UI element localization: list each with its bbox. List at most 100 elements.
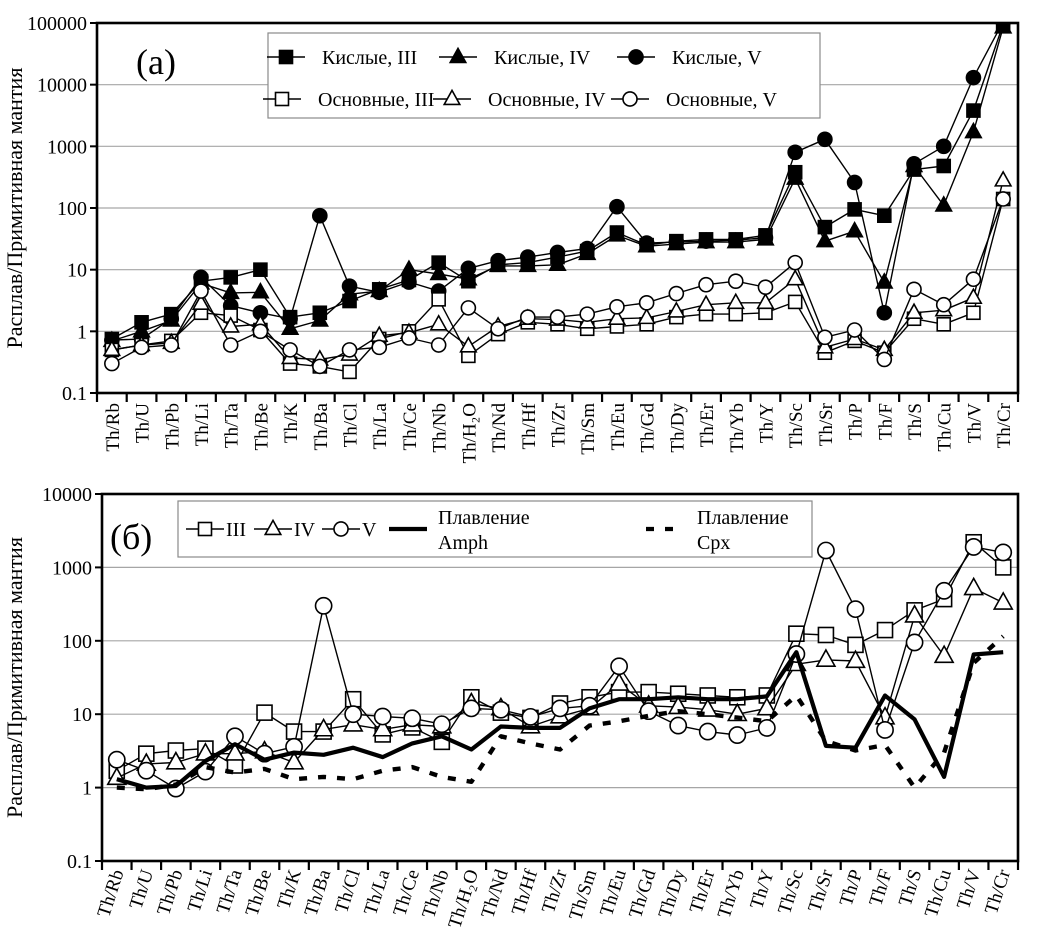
legend-label: Кислые, III (322, 47, 417, 69)
legend-label: Основные, III (318, 89, 434, 111)
triangle-data-point (726, 292, 745, 310)
triangle-data-point (102, 339, 122, 357)
circle-data-point (371, 339, 388, 356)
y-tick-label: 1 (77, 321, 87, 343)
triangle-data-point (280, 318, 300, 336)
triangle-data-point (608, 672, 630, 691)
circle-data-point (401, 274, 417, 290)
triangle-data-point (251, 282, 270, 299)
series-плавление-cpx (116, 634, 1005, 792)
circle-data-point (314, 596, 333, 615)
plot-frame (100, 492, 1020, 863)
legend-label: III (226, 519, 246, 541)
circle-data-point (638, 294, 655, 311)
x-category-label: Th/Li (192, 403, 213, 446)
circle-data-point (965, 271, 982, 288)
x-category-label: Th/Hf (519, 402, 540, 449)
x-category-label: Th/Er (686, 866, 720, 915)
circle-data-point (226, 727, 244, 746)
x-category-label: Th/Eu (608, 403, 629, 451)
triangle-data-point (165, 750, 187, 770)
panel-label: (а) (136, 42, 176, 82)
y-tick-label: 100000 (27, 13, 87, 35)
x-category-label: Th/Ce (400, 403, 421, 451)
x-category-label: Th/Pb (153, 867, 187, 918)
square-data-point (788, 625, 805, 642)
legend-label: Плавление (697, 507, 789, 529)
circle-data-point (964, 538, 983, 556)
legend-item: Плавление Cpx (646, 507, 789, 554)
series-iv (106, 576, 1014, 786)
legend-label: Amph (438, 532, 488, 554)
triangle-data-point (429, 314, 448, 331)
triangle-legend-marker (442, 88, 462, 106)
x-category-label: Th/H₂O (459, 403, 480, 463)
triangle-data-point (696, 294, 716, 311)
circle-data-point (935, 138, 952, 155)
circle-data-point (341, 278, 358, 294)
circle-data-point (668, 234, 685, 250)
y-tick-label: 0.1 (62, 383, 87, 405)
circle-data-point (609, 298, 625, 315)
circle-data-point (995, 22, 1011, 30)
x-category-label: Th/Zr (538, 866, 572, 915)
circle-data-point (490, 320, 506, 337)
square-legend-marker (197, 521, 213, 537)
circle-data-point (282, 342, 298, 358)
triangle-data-point (224, 742, 246, 761)
x-category-label: Th/Gd (638, 403, 659, 453)
circle-data-point (462, 699, 481, 718)
square-data-point (877, 208, 892, 224)
circle-data-point (430, 337, 447, 353)
x-category-label: Th/Sm (578, 403, 599, 455)
triangle-data-point (993, 170, 1013, 187)
series-основные-iii (104, 191, 1011, 380)
legend-label: Плавление (438, 507, 530, 529)
circle-data-point (341, 342, 358, 358)
series-line (116, 634, 1005, 792)
legend-item: Плавление Amph (389, 507, 530, 554)
x-category-label: Th/Zr (549, 402, 570, 447)
x-category-label: Th/Cl (341, 403, 362, 447)
circle-data-point (728, 726, 747, 744)
legend-item: Основные, V (611, 89, 777, 111)
x-category-label: Th/S (905, 403, 926, 440)
circle-data-point (876, 304, 893, 321)
series-v (107, 538, 1013, 798)
legend-item: Основные, IV (433, 88, 606, 111)
circle-data-point (965, 69, 982, 86)
circle-data-point (490, 252, 506, 269)
triangle-data-point (283, 750, 305, 770)
circle-data-point (579, 306, 596, 322)
circle-data-point (876, 351, 893, 368)
y-tick-label: 10000 (42, 484, 92, 506)
triangle-data-point (964, 121, 983, 139)
plot-frame (95, 21, 1020, 395)
square-data-point (256, 704, 273, 721)
circle-data-point (905, 633, 924, 652)
x-category-label: Th/Li (184, 867, 217, 915)
y-tick-label: 10000 (37, 75, 87, 97)
series-line (116, 541, 1004, 772)
triangle-data-point (815, 337, 835, 354)
triangle-data-point (963, 576, 985, 596)
x-category-label: Th/Be (242, 867, 277, 919)
circle-data-point (994, 543, 1013, 562)
circle-data-point (579, 240, 596, 257)
x-category-label: Th/Rb (103, 403, 124, 452)
square-data-point (431, 292, 446, 307)
y-tick-label: 100 (62, 631, 92, 653)
legend: Кислые, III Кислые, IV Кислые, V Основные, … (263, 32, 821, 119)
x-category-label: Th/Er (697, 402, 718, 447)
x-category-label: Th/F (865, 867, 896, 909)
circle-data-point (698, 233, 714, 249)
x-category-label: Th/Nd (489, 403, 510, 453)
triangle-data-point (548, 254, 567, 272)
circle-data-point (935, 296, 952, 313)
x-category-label: Th/Cr (981, 866, 1015, 916)
circle-data-point (401, 330, 417, 346)
circle-data-point (222, 337, 239, 353)
square-data-point (936, 158, 952, 174)
series-плавление-amph (116, 650, 1004, 790)
